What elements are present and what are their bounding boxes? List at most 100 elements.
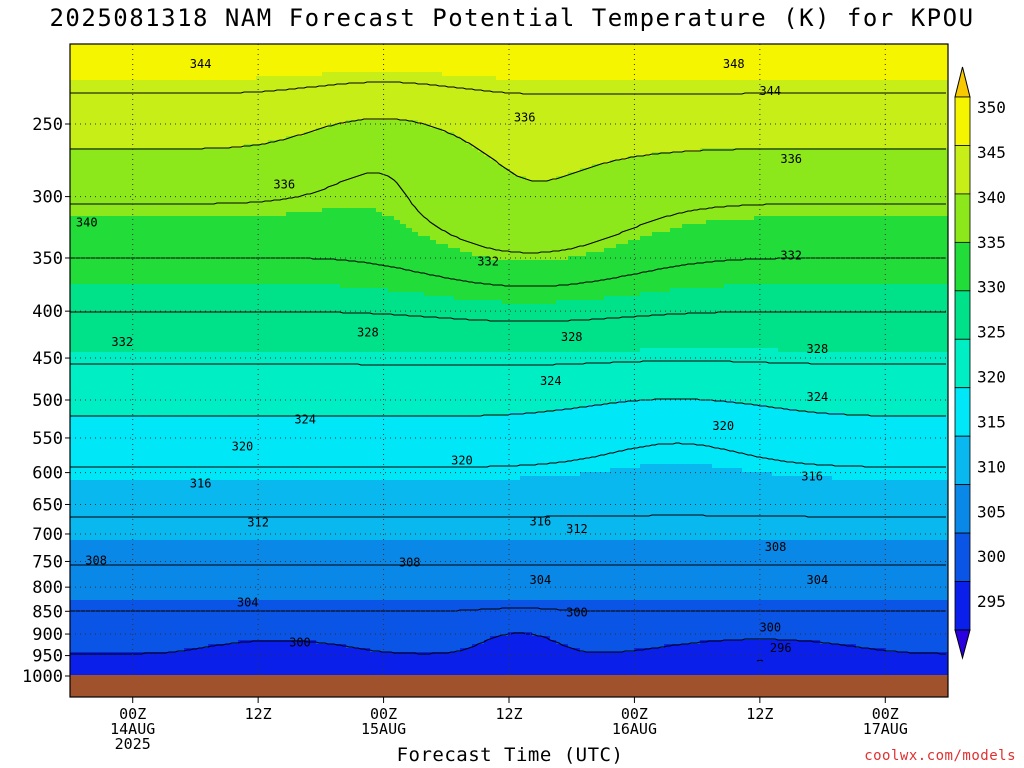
contour-lines [70,81,946,662]
contour-340 [70,118,946,182]
colorbar-label: 335 [977,233,1006,252]
colorbar-box [954,484,971,534]
contour-label: 348 [723,57,745,71]
y-tick-label: 900 [32,625,63,645]
contour-label: 320 [712,419,734,433]
contour-300 [70,632,946,655]
contour-label: 344 [190,57,212,71]
contour-label: 300 [566,606,588,620]
colorbar-label: 295 [977,592,1006,611]
colorbar-box [954,387,971,437]
x-tick-label: 15AUG [361,720,406,738]
contour-328 [70,311,946,322]
y-tick-label: 850 [32,602,63,622]
colorbar-label: 340 [977,188,1006,207]
contour-label: 308 [765,540,787,554]
colorbar-box [954,532,971,582]
contour-label: 312 [247,515,269,529]
contour-label: 320 [451,453,473,467]
x-tick-label: 14AUG [110,720,155,738]
contour-label: 304 [237,595,259,609]
colorbar-box [954,338,971,389]
contour-324 [70,360,946,366]
contour-label: 312 [566,522,588,536]
colorbar-label: 320 [977,368,1006,387]
colorbar-box [954,581,971,631]
x-tick-label: 00Z [119,705,146,723]
colorbar-label: 310 [977,457,1006,476]
x-tick-label: 17AUG [863,720,908,738]
contour-label: 316 [190,477,212,491]
contour-label: 336 [273,177,295,191]
colorbar-box [954,96,971,146]
y-tick-label: 650 [32,495,63,515]
x-tick-label: 12Z [746,705,773,723]
colorbar-box [954,145,971,195]
x-tick-label: 16AUG [612,720,657,738]
grid-lines [70,44,948,675]
contour-label: 296 [770,641,792,655]
colorbar-label: 315 [977,412,1006,431]
ground-strip [70,675,948,697]
colorbar-top-arrow [954,66,971,98]
heatmap-field [70,44,948,675]
contour-label: 308 [399,556,421,570]
contour-label: 316 [530,514,552,528]
contour-label: 340 [76,215,98,229]
contour-label: 308 [85,553,107,567]
contour-312 [70,514,946,518]
colorbar-label: 350 [977,98,1006,117]
contour-label: 320 [232,440,254,454]
y-tick-label: 550 [32,429,63,449]
y-tick-label: 300 [32,188,63,208]
contour-label: 328 [561,330,583,344]
y-tick-label: 350 [32,249,63,269]
contour-label: 332 [111,335,133,349]
contour-label: 336 [780,152,802,166]
contour-label: 324 [540,374,562,388]
y-tick-label: 700 [32,525,63,545]
contour-label: 344 [759,84,781,98]
y-tick-label: 950 [32,647,63,667]
contour-label: 328 [357,325,379,339]
colorbar-bottom-arrow [954,629,971,660]
contour-label: 324 [294,412,316,426]
contour-336 [70,172,946,254]
x-tick-label: 00Z [370,705,397,723]
contour-344 [70,81,946,95]
contour-label: 332 [780,249,802,263]
y-tick-label: 800 [32,578,63,598]
y-tick-label: 400 [32,302,63,322]
colorbar-box [954,290,971,340]
y-tick-label: 250 [32,115,63,135]
colorbar-label: 325 [977,323,1006,342]
contour-316 [70,442,946,468]
contour-label: 300 [289,635,311,649]
credit-link[interactable]: coolwx.com/models [864,748,1016,764]
x-tick-label: 2025 [115,735,151,753]
x-tick-label: 00Z [621,705,648,723]
x-tick-label: 12Z [495,705,522,723]
y-tick-label: 600 [32,464,63,484]
colorbar-label: 305 [977,502,1006,521]
x-tick-label: 00Z [872,705,899,723]
x-axis-label: Forecast Time (UTC) [70,744,950,766]
colorbar-box [954,193,971,243]
contour-label: 332 [477,254,499,268]
contour-label: 324 [807,390,829,404]
y-tick-label: 1000 [22,667,63,687]
colorbar-label: 330 [977,278,1006,297]
colorbar-box [954,241,971,292]
contour-label: 336 [514,111,536,125]
y-tick-label: 500 [32,391,63,411]
contour-label: 304 [807,573,829,587]
colorbar-label: 345 [977,143,1006,162]
x-tick-label: 12Z [245,705,272,723]
contour-label: 328 [807,342,829,356]
contour-label: 304 [530,573,552,587]
contour-label: 316 [801,470,823,484]
contour-label: 300 [759,620,781,634]
chart-title: 2025081318 NAM Forecast Potential Temper… [0,4,1024,32]
y-tick-label: 450 [32,349,63,369]
